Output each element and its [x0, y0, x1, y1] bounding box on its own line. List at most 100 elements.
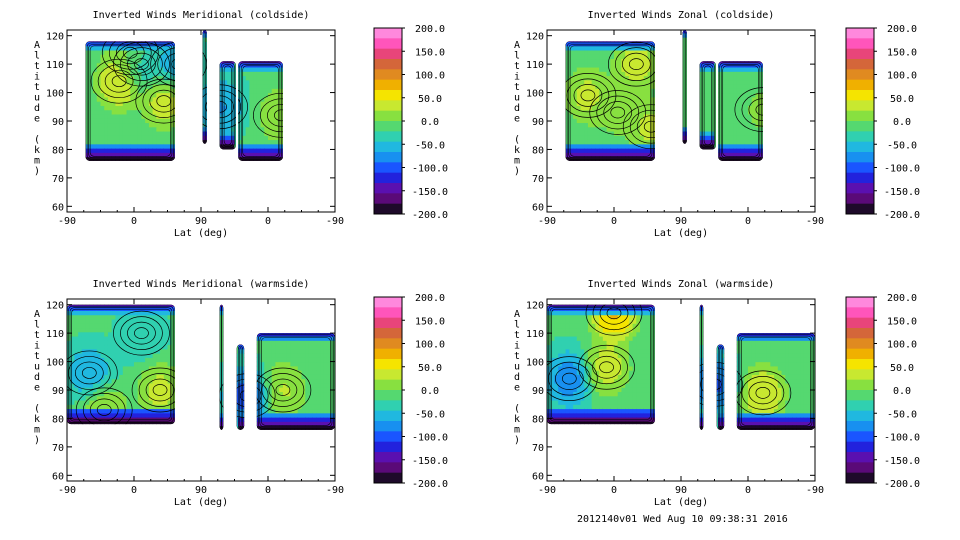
field-cell [688, 130, 693, 136]
field-cell [654, 62, 660, 68]
field-cell [614, 113, 619, 119]
field-cell [662, 105, 667, 111]
field-cell [115, 105, 120, 111]
chart-panel-1: Inverted Winds Meridional (coldside)-90 0… [34, 10, 448, 239]
field-cell [595, 186, 599, 191]
field-cell [595, 195, 599, 200]
field-cell [576, 58, 582, 64]
field-cell [551, 169, 555, 174]
field-cell [302, 199, 306, 204]
field-cell [134, 143, 139, 149]
field-cell [328, 161, 332, 166]
field-cell [119, 130, 124, 136]
field-cell [547, 191, 551, 196]
field-cell [688, 30, 693, 34]
field-cell [253, 191, 257, 196]
field-cell [629, 195, 633, 200]
field-cell [78, 203, 82, 208]
field-cell [238, 54, 243, 60]
field-cell [141, 58, 146, 64]
field-cell [167, 109, 172, 115]
field-cell [167, 135, 172, 141]
field-cell [618, 161, 622, 166]
field-cell [565, 32, 570, 38]
field-cell [573, 174, 577, 179]
field-cell [588, 165, 592, 170]
field-cell [581, 169, 585, 174]
colorbar-tick-label: 150.0 [415, 47, 445, 58]
field-cell [647, 30, 652, 34]
field-cell [688, 169, 692, 174]
field-cell [681, 161, 685, 166]
field-cell [227, 118, 232, 124]
field-cell [320, 29, 324, 34]
field-cell [681, 191, 685, 196]
field-cell [245, 118, 250, 124]
field-cell [573, 58, 578, 64]
field-cell [238, 135, 243, 141]
field-cell [275, 165, 279, 170]
field-cell [96, 130, 102, 136]
field-cell [182, 122, 187, 128]
field-cell [160, 45, 165, 51]
field-cell [320, 37, 324, 42]
field-cell [194, 182, 198, 187]
field-cell [632, 109, 637, 115]
field-cell [662, 113, 667, 119]
field-cell [674, 186, 678, 191]
field-cell [67, 144, 71, 149]
field-cell [673, 62, 678, 68]
field-cell [558, 101, 562, 106]
field-cell [294, 37, 298, 42]
field-cell [160, 135, 165, 141]
field-cell [692, 49, 697, 55]
field-cell [126, 156, 131, 161]
field-cell [71, 37, 75, 42]
field-cell [93, 130, 98, 136]
field-cell [174, 41, 180, 47]
field-cell [153, 186, 157, 191]
field-cell [551, 186, 555, 191]
field-cell [573, 49, 578, 55]
field-cell [271, 30, 277, 34]
field-cell [134, 30, 139, 34]
field-cell [193, 71, 198, 77]
field-cell [134, 148, 139, 153]
field-cell [569, 105, 574, 111]
field-cell [681, 139, 686, 145]
field-cell [305, 58, 309, 63]
field-cell [74, 178, 78, 183]
field-cell [283, 203, 287, 208]
field-cell [662, 130, 667, 136]
colorbar-swatch [374, 69, 402, 81]
field-cell [249, 37, 254, 42]
field-cell [313, 50, 317, 55]
field-cell [558, 37, 562, 42]
field-cell [249, 101, 254, 106]
field-cell [565, 135, 567, 141]
field-cell [674, 174, 678, 179]
field-cell [111, 130, 116, 136]
field-cell [576, 62, 582, 68]
field-cell [610, 75, 615, 81]
field-cell [212, 135, 217, 141]
field-cell [93, 54, 98, 60]
field-cell [603, 161, 607, 166]
field-cell [636, 58, 641, 64]
field-cell [592, 182, 596, 187]
field-cell [313, 80, 317, 85]
y-axis-label-char: t [34, 82, 40, 93]
field-cell [688, 49, 693, 55]
field-cell [565, 49, 567, 55]
field-cell [647, 75, 652, 81]
field-cell [614, 161, 618, 166]
field-cell [576, 139, 582, 145]
field-cell [96, 62, 102, 68]
field-cell [282, 71, 283, 77]
field-cell [551, 148, 555, 153]
field-cell [227, 62, 232, 68]
field-cell [205, 203, 209, 208]
field-cell [78, 152, 82, 157]
field-cell [74, 110, 78, 115]
field-cell [587, 37, 593, 42]
